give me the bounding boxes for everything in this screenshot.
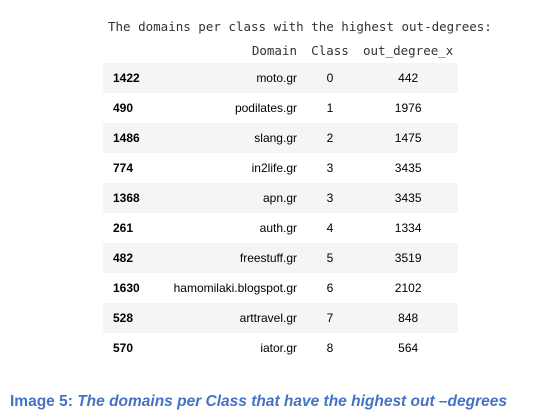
cell-domain: slang.gr [156, 123, 302, 153]
cell-class: 7 [302, 303, 358, 333]
column-header-out-degree: out_degree_x [363, 42, 454, 58]
cell-class: 2 [302, 123, 358, 153]
table-row: 774 in2life.gr 3 3435 [103, 153, 458, 183]
cell-class: 0 [302, 63, 358, 93]
table-row: 528 arttravel.gr 7 848 [103, 303, 459, 333]
cell-domain: moto.gr [156, 63, 302, 93]
row-index: 490 [113, 101, 134, 115]
row-index: 570 [113, 341, 134, 355]
table-row: 1486 slang.gr 2 1475 [103, 123, 459, 153]
cell-domain: in2life.gr [251, 161, 297, 175]
cell-out-degree: 3435 [358, 183, 459, 213]
cell-out-degree: 442 [358, 63, 459, 93]
cell-class: 4 [326, 221, 334, 235]
index-header [103, 37, 156, 63]
row-index: 528 [103, 303, 156, 333]
table-row: 1422 moto.gr 0 442 [103, 63, 459, 93]
table-row: 1368 apn.gr 3 3435 [103, 183, 459, 213]
cut-off-text-fragment [108, 363, 508, 371]
cell-out-degree: 848 [358, 303, 459, 333]
row-index: 261 [113, 221, 134, 235]
row-index: 1422 [103, 63, 156, 93]
column-header-domain: Domain [251, 42, 297, 58]
cell-domain: podilates.gr [234, 101, 297, 115]
cell-class: 3 [302, 183, 358, 213]
table-row: 570 iator.gr 8 564 [103, 333, 458, 363]
output-heading: The domains per class with the highest o… [108, 19, 492, 34]
cell-out-degree: 2102 [394, 281, 422, 295]
dataframe-table: Domain Class out_degree_x 1422 moto.gr 0… [103, 37, 459, 363]
caption-label: Image 5: [10, 393, 73, 410]
row-index: 1368 [103, 183, 156, 213]
figure-caption: Image 5: The domains per Class that have… [10, 393, 507, 411]
cell-out-degree: 1976 [394, 101, 422, 115]
row-index: 482 [103, 243, 156, 273]
row-index: 1486 [103, 123, 156, 153]
cell-domain: iator.gr [260, 341, 297, 355]
table-row: 482 freestuff.gr 5 3519 [103, 243, 459, 273]
table-row: 490 podilates.gr 1 1976 [103, 93, 458, 123]
cell-domain: auth.gr [259, 221, 297, 235]
cell-out-degree: 1475 [358, 123, 459, 153]
cell-out-degree: 3435 [394, 161, 422, 175]
cell-class: 1 [326, 101, 334, 115]
cell-class: 8 [326, 341, 334, 355]
column-header-class: Class [311, 42, 349, 58]
cell-class: 5 [302, 243, 358, 273]
cell-out-degree: 564 [398, 341, 419, 355]
row-index: 1630 [113, 281, 140, 295]
caption-text: The domains per Class that have the high… [77, 393, 508, 410]
table-row: 1630 hamomilaki.blogspot.gr 6 2102 [103, 273, 458, 303]
cell-out-degree: 3519 [358, 243, 459, 273]
table-header-row: Domain Class out_degree_x [103, 37, 458, 63]
cell-domain: apn.gr [156, 183, 302, 213]
table-row: 261 auth.gr 4 1334 [103, 213, 458, 243]
cell-domain: arttravel.gr [156, 303, 302, 333]
cell-out-degree: 1334 [394, 221, 422, 235]
cell-domain: freestuff.gr [156, 243, 302, 273]
cell-class: 3 [326, 161, 334, 175]
cell-class: 6 [326, 281, 334, 295]
row-index: 774 [113, 161, 134, 175]
cell-domain: hamomilaki.blogspot.gr [173, 281, 297, 295]
